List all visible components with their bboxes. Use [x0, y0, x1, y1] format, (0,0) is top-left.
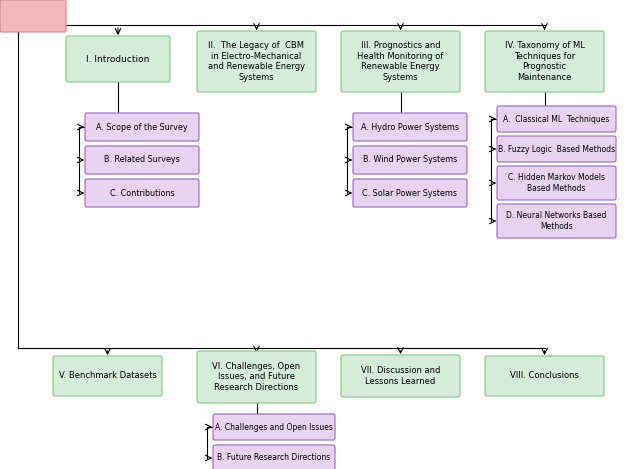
Text: V. Benchmark Datasets: V. Benchmark Datasets [59, 371, 156, 380]
Text: A. Hydro Power Systems: A. Hydro Power Systems [361, 122, 459, 131]
Text: A.  Classical ML  Techniques: A. Classical ML Techniques [503, 114, 610, 123]
FancyBboxPatch shape [353, 179, 467, 207]
Text: B. Wind Power Systems: B. Wind Power Systems [363, 156, 457, 165]
FancyBboxPatch shape [53, 356, 162, 396]
Text: III. Prognostics and
Health Monitoring of
Renewable Energy
Systems: III. Prognostics and Health Monitoring o… [357, 41, 444, 82]
Text: C. Hidden Markov Models
Based Methods: C. Hidden Markov Models Based Methods [508, 174, 605, 193]
FancyBboxPatch shape [197, 31, 316, 92]
FancyBboxPatch shape [497, 204, 616, 238]
Text: D. Neural Networks Based
Methods: D. Neural Networks Based Methods [506, 212, 607, 231]
FancyBboxPatch shape [497, 136, 616, 162]
FancyBboxPatch shape [497, 166, 616, 200]
FancyBboxPatch shape [213, 414, 335, 440]
FancyBboxPatch shape [353, 146, 467, 174]
FancyBboxPatch shape [353, 113, 467, 141]
FancyBboxPatch shape [85, 113, 199, 141]
Text: VIII. Conclusions: VIII. Conclusions [510, 371, 579, 380]
FancyBboxPatch shape [213, 445, 335, 469]
Text: C. Contributions: C. Contributions [109, 189, 174, 197]
FancyBboxPatch shape [66, 36, 170, 82]
Text: IV. Taxonomy of ML
Techniques for
Prognostic
Maintenance: IV. Taxonomy of ML Techniques for Progno… [504, 41, 584, 82]
Text: C. Solar Power Systems: C. Solar Power Systems [362, 189, 458, 197]
FancyBboxPatch shape [0, 0, 66, 32]
Text: A. Scope of the Survey: A. Scope of the Survey [96, 122, 188, 131]
FancyBboxPatch shape [485, 31, 604, 92]
FancyBboxPatch shape [85, 146, 199, 174]
FancyBboxPatch shape [197, 351, 316, 403]
FancyBboxPatch shape [497, 106, 616, 132]
Text: II.  The Legacy of  CBM
in Electro-Mechanical
and Renewable Energy
Systems: II. The Legacy of CBM in Electro-Mechani… [208, 41, 305, 82]
Text: VI. Challenges, Open
Issues, and Future
Research Directions: VI. Challenges, Open Issues, and Future … [212, 362, 301, 392]
Text: A. Challenges and Open Issues: A. Challenges and Open Issues [215, 423, 333, 431]
FancyBboxPatch shape [341, 31, 460, 92]
Text: B. Related Surveys: B. Related Surveys [104, 156, 180, 165]
Text: VII. Discussion and
Lessons Learned: VII. Discussion and Lessons Learned [361, 366, 440, 386]
FancyBboxPatch shape [485, 356, 604, 396]
FancyBboxPatch shape [341, 355, 460, 397]
Text: I. Introduction: I. Introduction [86, 54, 150, 63]
FancyBboxPatch shape [85, 179, 199, 207]
Text: B. Fuzzy Logic  Based Methods: B. Fuzzy Logic Based Methods [498, 144, 615, 153]
Text: B. Future Research Directions: B. Future Research Directions [218, 454, 331, 462]
